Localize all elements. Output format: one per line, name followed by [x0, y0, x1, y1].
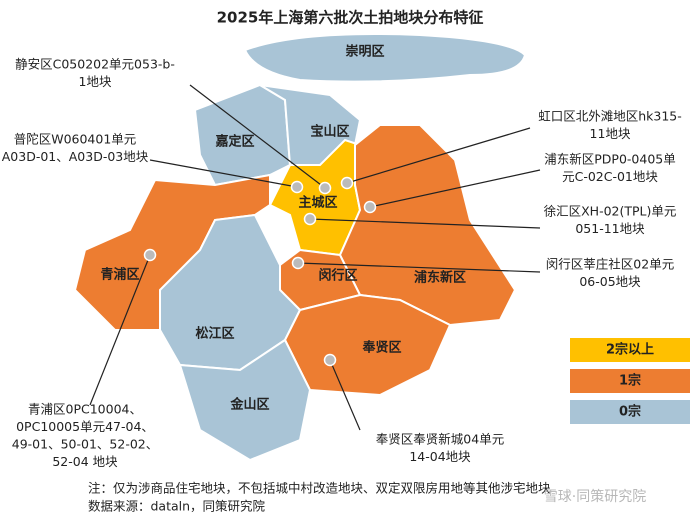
plot-label: 元C-02C-01地块: [562, 169, 658, 184]
legend-swatch: [570, 369, 690, 393]
leader-line: [309, 218, 541, 229]
plot-dot: [303, 212, 317, 226]
leader-line: [89, 254, 151, 406]
watermark: 雪球·同策研究院: [544, 488, 646, 505]
plot-dot: [318, 181, 332, 195]
plot-label: 普陀区W060401单元: [14, 132, 137, 147]
district: [243, 33, 527, 83]
plot-label: 青浦区0PC10004、: [28, 402, 142, 417]
district-name: 奉贤区: [361, 340, 401, 356]
district: [178, 338, 312, 462]
plot-dot: [290, 180, 304, 194]
plot-label: 徐汇区XH-02(TPL)单元: [544, 204, 677, 219]
district-name: 浦东新区: [414, 270, 466, 286]
plot-label: A03D-01、A03D-03地块: [2, 149, 149, 164]
legend-label: 0宗: [619, 404, 641, 420]
district-name: 崇明区: [345, 44, 384, 60]
plot-dot: [363, 200, 377, 214]
title: 2025年上海第六批次土拍地块分布特征: [217, 9, 484, 27]
plot-label: 奉贤区奉贤新城04单元: [376, 432, 504, 447]
plot-label: 1地块: [79, 74, 112, 89]
plot-label: 浦东新区PDP0-0405单: [544, 152, 675, 167]
district-name: 松江区: [195, 326, 234, 342]
plot-dot: [323, 353, 337, 367]
leader-line: [346, 127, 531, 184]
leader-line: [329, 359, 361, 431]
note: 数据来源：dataln，同策研究院: [88, 499, 266, 514]
plot-dot: [291, 256, 305, 270]
district: [338, 124, 517, 327]
leader-line: [189, 84, 326, 189]
district-name: 闵行区: [318, 268, 357, 284]
plot-label: 06-05地块: [579, 274, 641, 289]
legend-swatch: [570, 338, 690, 362]
legend-swatch: [570, 400, 690, 424]
plot-label: 051-11地块: [575, 221, 645, 236]
district-name: 主城区: [298, 195, 337, 211]
plot-dot: [340, 176, 354, 190]
legend-label: 1宗: [619, 373, 641, 389]
plot-label: 14-04地块: [409, 449, 471, 464]
plot-dot: [143, 248, 157, 262]
leader-line: [297, 262, 541, 273]
plot-label: 11地块: [590, 126, 631, 141]
plot-label: 49-01、50-01、52-02、: [12, 437, 158, 452]
legend: 2宗以上 1宗 0宗: [570, 338, 690, 424]
note: 注：仅为涉商品住宅地块，不包括城中村改造地块、双定双限房用地等其他涉宅地块: [88, 481, 551, 496]
district-name: 宝山区: [310, 124, 349, 140]
plot-label: 0PC10005单元47-04、: [16, 419, 154, 434]
leader-line: [149, 159, 298, 188]
district-name: 嘉定区: [214, 134, 254, 150]
plot-label: 闵行区莘庄社区02单元: [546, 257, 674, 272]
plot-label: 静安区C050202单元053-b-: [15, 57, 175, 72]
legend-label: 2宗以上: [606, 342, 654, 358]
plot-label: 虹口区北外滩地区hk315-: [538, 109, 682, 124]
district-name: 金山区: [229, 397, 269, 413]
plot-label: 52-04 地块: [52, 454, 118, 469]
leader-line: [369, 169, 541, 208]
district-name: 青浦区: [100, 267, 139, 283]
